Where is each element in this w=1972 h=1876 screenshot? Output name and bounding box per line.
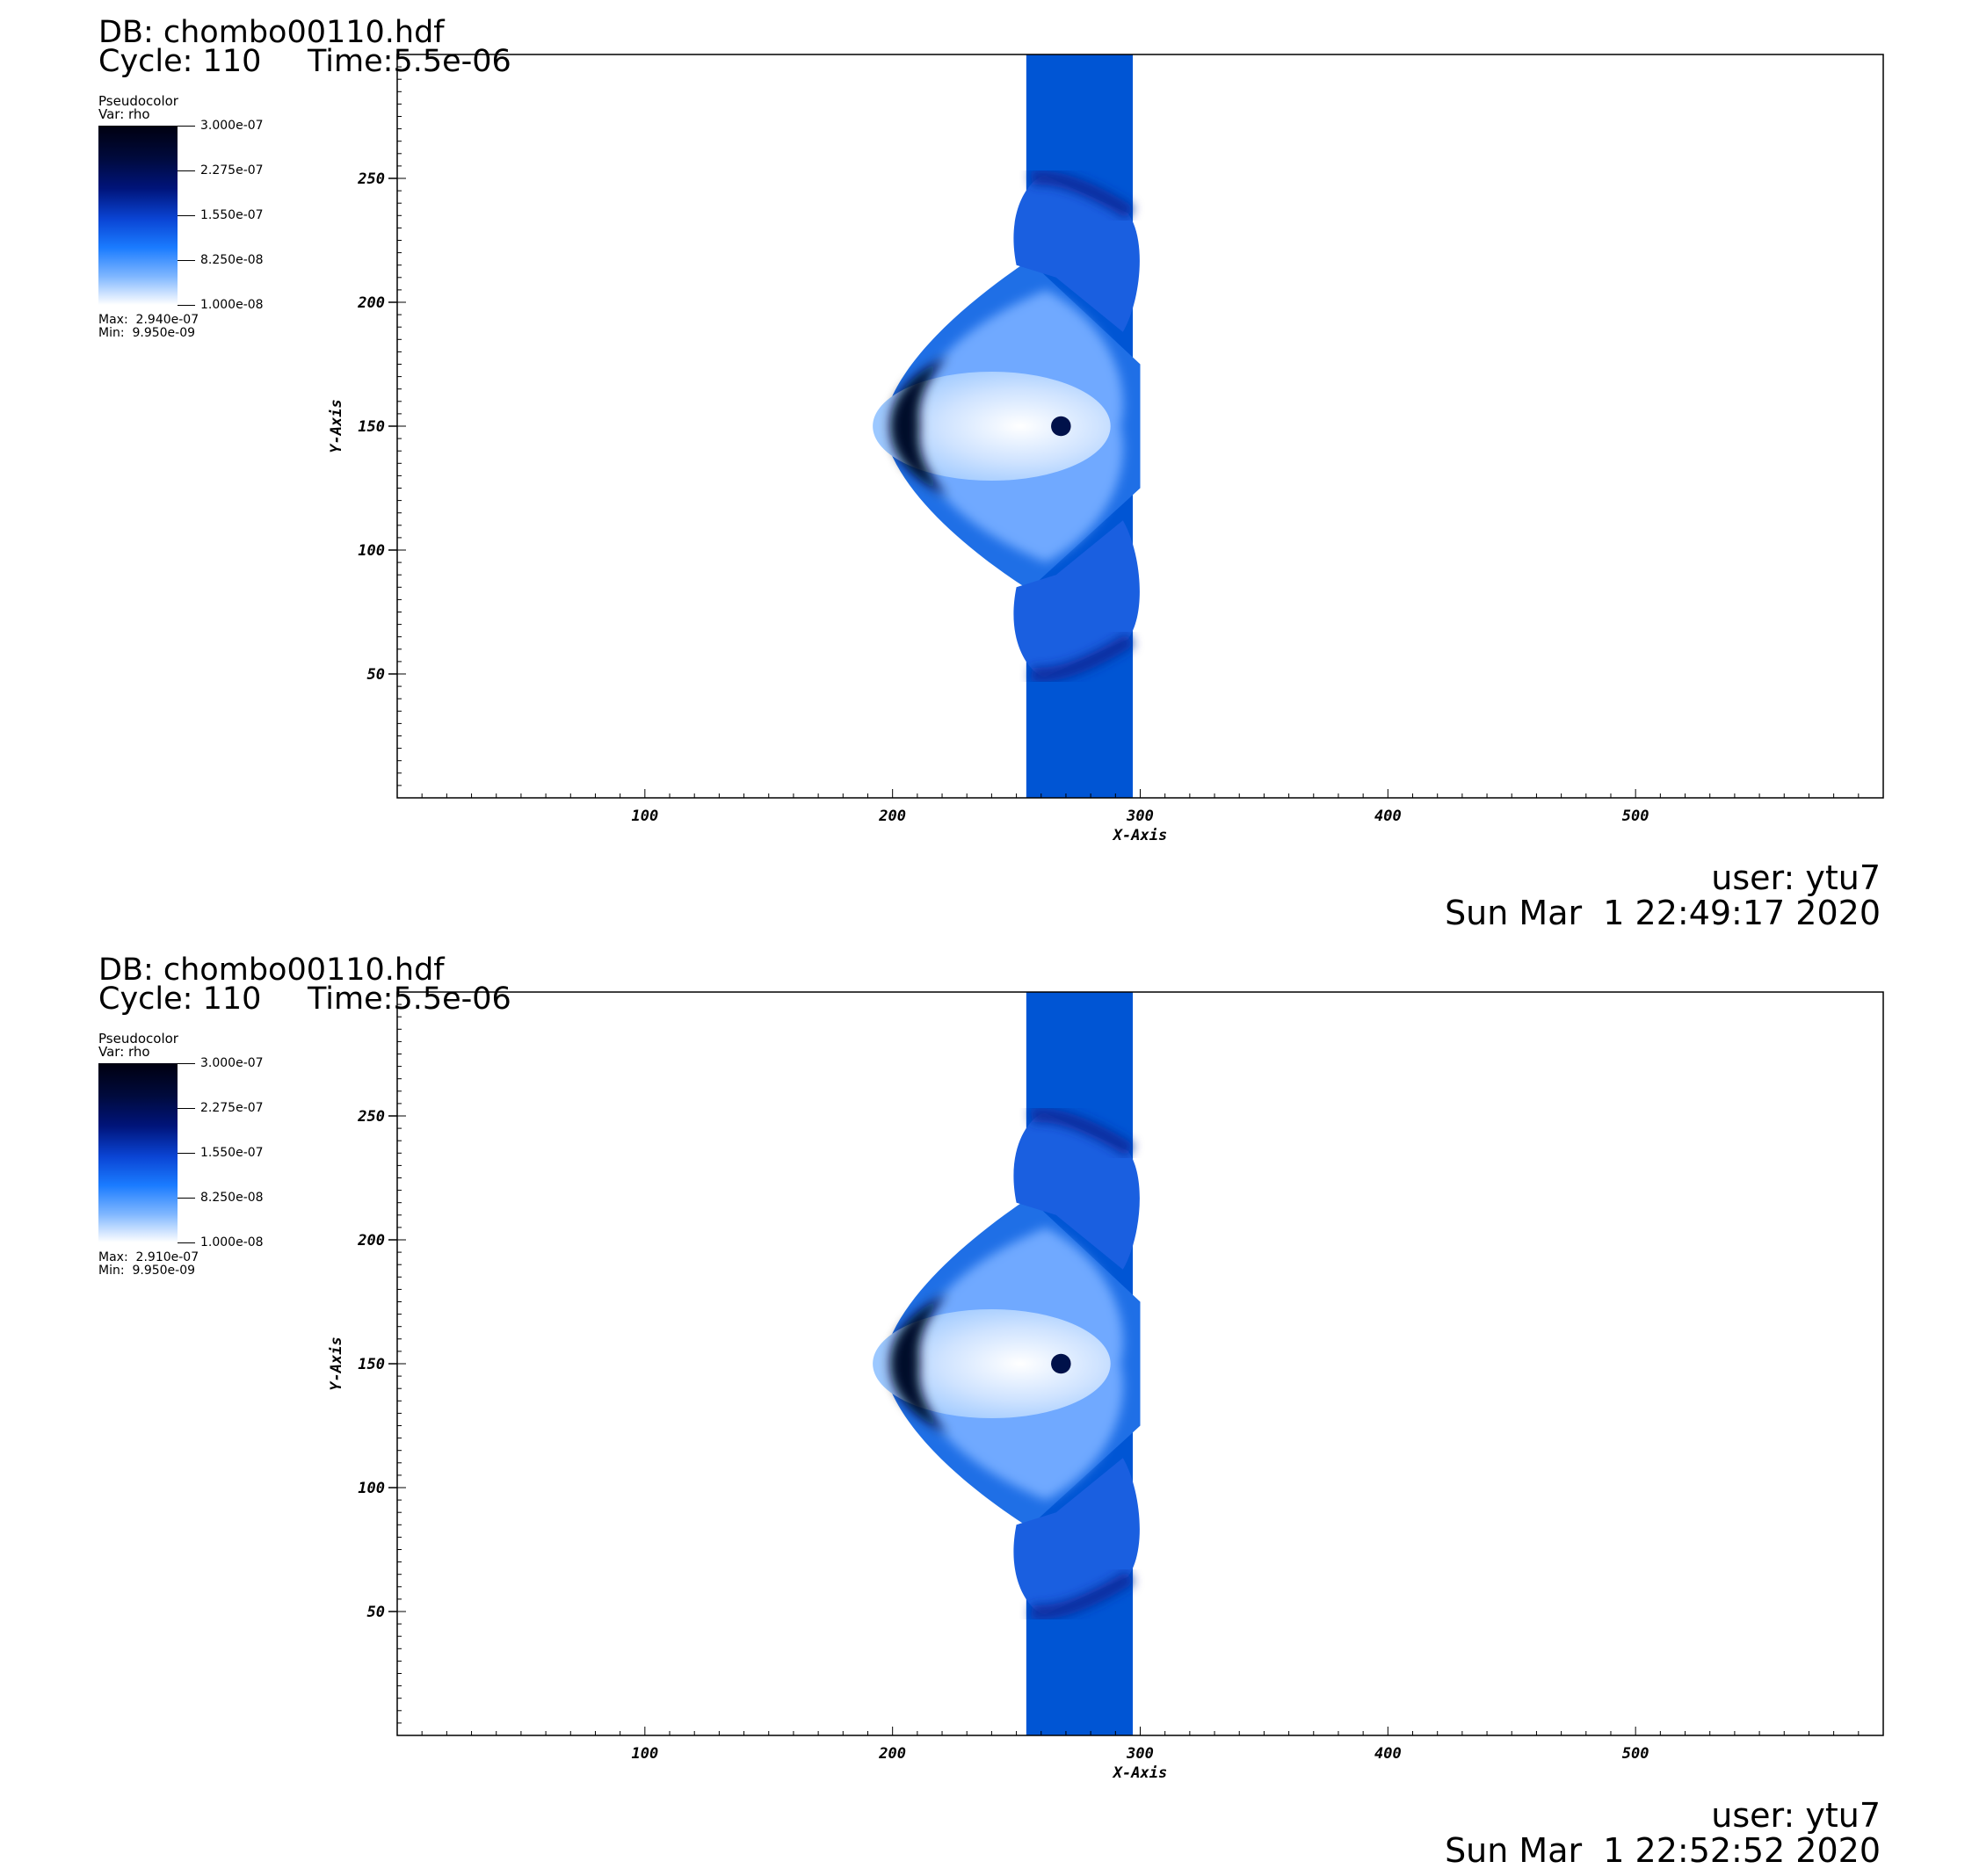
shock-structure (873, 1108, 1141, 1619)
low-density-core (873, 371, 1111, 482)
y-tick-label: 250 (357, 170, 385, 188)
plot-panel-1: DB: chombo00110.hdf Cycle: 110 Time:5.5e… (98, 15, 1884, 932)
shock-structure (873, 170, 1141, 682)
y-tick-label: 50 (367, 666, 385, 684)
upper-lobe-edge (1030, 1108, 1135, 1157)
y-tick-label: 150 (358, 418, 385, 436)
lower-lobe (1013, 1458, 1140, 1614)
legend-variable: Var: rho (98, 1044, 150, 1060)
x-tick-label: 100 (631, 808, 658, 825)
y-axis-title: Y-Axis (328, 399, 345, 453)
y-tick-label: 250 (357, 1108, 385, 1126)
colorbar-label: 2.275e-07 (200, 163, 264, 177)
colorbar-label: 3.000e-07 (200, 1056, 264, 1070)
pseudocolor-plot: 100 200 300 400 500 50 100 150 200 250 X-Axis Y-Axi… (328, 54, 1884, 844)
colorbar (98, 1063, 178, 1242)
time-label: Time:5.5e-06 (308, 981, 511, 1017)
cycle-label: Cycle: 110 (98, 981, 262, 1017)
colorbar-label: 8.250e-08 (200, 1191, 264, 1205)
x-tick-label: 300 (1126, 808, 1154, 825)
user-label: user: ytu7 (1711, 1796, 1881, 1835)
legend-variable: Var: rho (98, 106, 150, 122)
y-tick-label: 100 (358, 1480, 385, 1497)
colorbar-label: 1.000e-08 (200, 298, 264, 312)
x-tick-label: 400 (1374, 1745, 1402, 1763)
dense-crescent (889, 357, 947, 496)
colorbar (98, 126, 178, 305)
upper-lobe-edge (1030, 170, 1135, 220)
colorbar-tick (178, 1153, 195, 1154)
colorbar-tick (178, 1108, 195, 1109)
x-tick-label: 500 (1622, 808, 1649, 825)
lower-lobe-edge (1030, 1570, 1135, 1619)
pseudocolor-plot: 100 200 300 400 500 50 100 150 200 250 X-Axis Y-Axi… (328, 991, 1884, 1782)
x-tick-label: 400 (1374, 808, 1402, 825)
y-tick-label: 100 (358, 542, 385, 560)
time-label: Time:5.5e-06 (308, 44, 511, 79)
legend-max: Max: 2.940e-07 (98, 313, 199, 327)
colorbar-tick (178, 305, 195, 306)
plot-panel-2: DB: chombo00110.hdf Cycle: 110 Time:5.5e… (0, 938, 1972, 1876)
cycle-label: Cycle: 110 (98, 44, 262, 79)
y-tick-label: 200 (357, 294, 385, 312)
dense-crescent (889, 1294, 947, 1433)
colorbar-tick (178, 1242, 195, 1243)
dense-knot (1051, 416, 1071, 437)
x-tick-label: 500 (1622, 1745, 1649, 1763)
colorbar-label: 1.550e-07 (200, 208, 264, 222)
colorbar-tick (178, 1198, 195, 1199)
legend-min: Min: 9.950e-09 (98, 326, 196, 340)
colorbar-label: 3.000e-07 (200, 119, 264, 133)
x-tick-label: 100 (631, 1745, 658, 1763)
database-label: DB: chombo00110.hdf (98, 952, 445, 988)
x-tick-label: 200 (878, 808, 906, 825)
colorbar-label: 1.550e-07 (200, 1146, 264, 1160)
colorbar-label: 1.000e-08 (200, 1235, 264, 1249)
x-tick-label: 300 (1126, 1745, 1154, 1763)
upper-lobe (1013, 1113, 1140, 1270)
x-axis-title: X-Axis (1112, 1764, 1167, 1782)
low-density-core (873, 1308, 1111, 1419)
y-tick-label: 150 (358, 1356, 385, 1373)
legend-title: Pseudocolor (98, 93, 178, 109)
colorbar-tick (178, 215, 195, 216)
x-axis-title: X-Axis (1112, 827, 1167, 844)
y-tick-label: 50 (367, 1604, 385, 1621)
colorbar-tick (178, 126, 195, 127)
y-axis-title: Y-Axis (328, 1336, 345, 1390)
date-label: Sun Mar 1 22:49:17 2020 (1445, 894, 1881, 932)
legend-min: Min: 9.950e-09 (98, 1264, 196, 1278)
dense-knot (1051, 1353, 1071, 1374)
user-label: user: ytu7 (1711, 858, 1881, 897)
legend-max: Max: 2.910e-07 (98, 1250, 199, 1264)
colorbar-tick (178, 260, 195, 261)
colorbar-tick (178, 1063, 195, 1064)
colorbar-tick (178, 170, 195, 171)
colorbar-label: 2.275e-07 (200, 1101, 264, 1115)
lower-lobe (1013, 520, 1140, 677)
x-tick-label: 200 (878, 1745, 906, 1763)
lower-lobe-edge (1030, 633, 1135, 682)
database-label: DB: chombo00110.hdf (98, 15, 445, 50)
legend-title: Pseudocolor (98, 1031, 178, 1047)
y-tick-label: 200 (357, 1232, 385, 1249)
upper-lobe (1013, 176, 1140, 332)
date-label: Sun Mar 1 22:52:52 2020 (1445, 1831, 1881, 1870)
colorbar-label: 8.250e-08 (200, 253, 264, 267)
